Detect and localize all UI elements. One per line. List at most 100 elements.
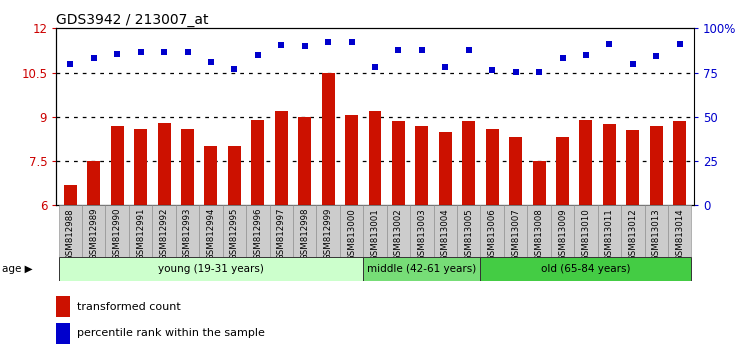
Bar <box>200 205 223 257</box>
Bar <box>457 205 481 257</box>
Point <box>182 49 194 55</box>
Text: GSM813006: GSM813006 <box>488 208 496 261</box>
Text: young (19-31 years): young (19-31 years) <box>158 264 264 274</box>
Bar <box>668 205 692 257</box>
Bar <box>293 205 316 257</box>
Point <box>322 40 334 45</box>
Text: GSM813000: GSM813000 <box>347 208 356 261</box>
Point <box>205 59 217 65</box>
Bar <box>626 130 639 205</box>
Point <box>533 69 545 75</box>
Text: GSM812988: GSM812988 <box>66 208 75 261</box>
Bar <box>462 121 476 205</box>
Point <box>64 61 76 67</box>
Text: GSM812989: GSM812989 <box>89 208 98 261</box>
Bar <box>58 257 363 281</box>
Bar <box>439 132 452 205</box>
Bar <box>410 205 434 257</box>
Text: GSM813002: GSM813002 <box>394 208 403 261</box>
Text: GSM812997: GSM812997 <box>277 208 286 261</box>
Bar <box>363 205 387 257</box>
Text: GSM812994: GSM812994 <box>206 208 215 261</box>
Text: GSM812993: GSM812993 <box>183 208 192 261</box>
Text: percentile rank within the sample: percentile rank within the sample <box>76 328 265 338</box>
Point <box>416 47 428 52</box>
Text: GSM813007: GSM813007 <box>512 208 520 261</box>
Point <box>440 64 452 70</box>
Bar <box>416 126 428 205</box>
Point <box>346 39 358 45</box>
Bar <box>56 296 70 318</box>
Bar <box>368 111 382 205</box>
Point <box>88 56 100 61</box>
Bar <box>176 205 200 257</box>
Bar <box>674 121 686 205</box>
Bar <box>433 205 457 257</box>
Text: GSM812995: GSM812995 <box>230 208 238 261</box>
Point <box>158 50 170 55</box>
Bar <box>56 322 70 344</box>
Bar <box>298 117 311 205</box>
Bar <box>387 205 410 257</box>
Text: GSM813005: GSM813005 <box>464 208 473 261</box>
Text: GSM813012: GSM813012 <box>628 208 638 261</box>
Bar <box>486 129 499 205</box>
Point <box>111 51 123 57</box>
Text: GSM813014: GSM813014 <box>675 208 684 261</box>
Bar <box>64 185 76 205</box>
Text: GSM812991: GSM812991 <box>136 208 146 261</box>
Text: GSM812999: GSM812999 <box>323 208 332 260</box>
Text: GSM812998: GSM812998 <box>300 208 309 261</box>
Bar <box>106 205 129 257</box>
Bar <box>556 137 569 205</box>
Point <box>135 49 147 55</box>
Point <box>650 53 662 59</box>
Text: GSM813001: GSM813001 <box>370 208 380 261</box>
Point <box>486 67 498 73</box>
Text: GSM812996: GSM812996 <box>254 208 262 261</box>
Text: middle (42-61 years): middle (42-61 years) <box>368 264 476 274</box>
Text: age ▶: age ▶ <box>2 264 33 274</box>
Point <box>603 41 615 47</box>
Text: transformed count: transformed count <box>76 302 181 312</box>
Point <box>463 47 475 52</box>
Bar <box>152 205 176 257</box>
Bar <box>322 73 334 205</box>
Bar <box>58 205 82 257</box>
Text: GSM813004: GSM813004 <box>441 208 450 261</box>
Bar <box>603 124 616 205</box>
Bar <box>223 205 246 257</box>
Bar <box>87 161 100 205</box>
Bar <box>251 120 264 205</box>
Text: GSM812990: GSM812990 <box>112 208 122 261</box>
Bar <box>363 257 481 281</box>
Text: GDS3942 / 213007_at: GDS3942 / 213007_at <box>56 13 208 27</box>
Bar <box>181 129 194 205</box>
Point <box>556 55 568 61</box>
Bar <box>129 205 152 257</box>
Bar <box>111 126 124 205</box>
Bar <box>158 123 170 205</box>
Text: GSM813003: GSM813003 <box>417 208 426 261</box>
Point <box>275 42 287 47</box>
Bar <box>481 205 504 257</box>
Text: GSM813011: GSM813011 <box>604 208 613 261</box>
Bar <box>392 121 405 205</box>
Bar <box>269 205 293 257</box>
Bar <box>481 257 692 281</box>
Point <box>674 41 686 47</box>
Bar <box>316 205 340 257</box>
Bar <box>205 146 218 205</box>
Bar <box>274 111 288 205</box>
Text: GSM813013: GSM813013 <box>652 208 661 261</box>
Point <box>580 52 592 58</box>
Bar <box>550 205 574 257</box>
Text: GSM813009: GSM813009 <box>558 208 567 261</box>
Text: GSM813008: GSM813008 <box>535 208 544 261</box>
Point <box>510 69 522 75</box>
Point <box>252 52 264 58</box>
Point <box>392 48 404 53</box>
Text: GSM812992: GSM812992 <box>160 208 169 261</box>
Bar <box>509 137 522 205</box>
Point <box>627 61 639 67</box>
